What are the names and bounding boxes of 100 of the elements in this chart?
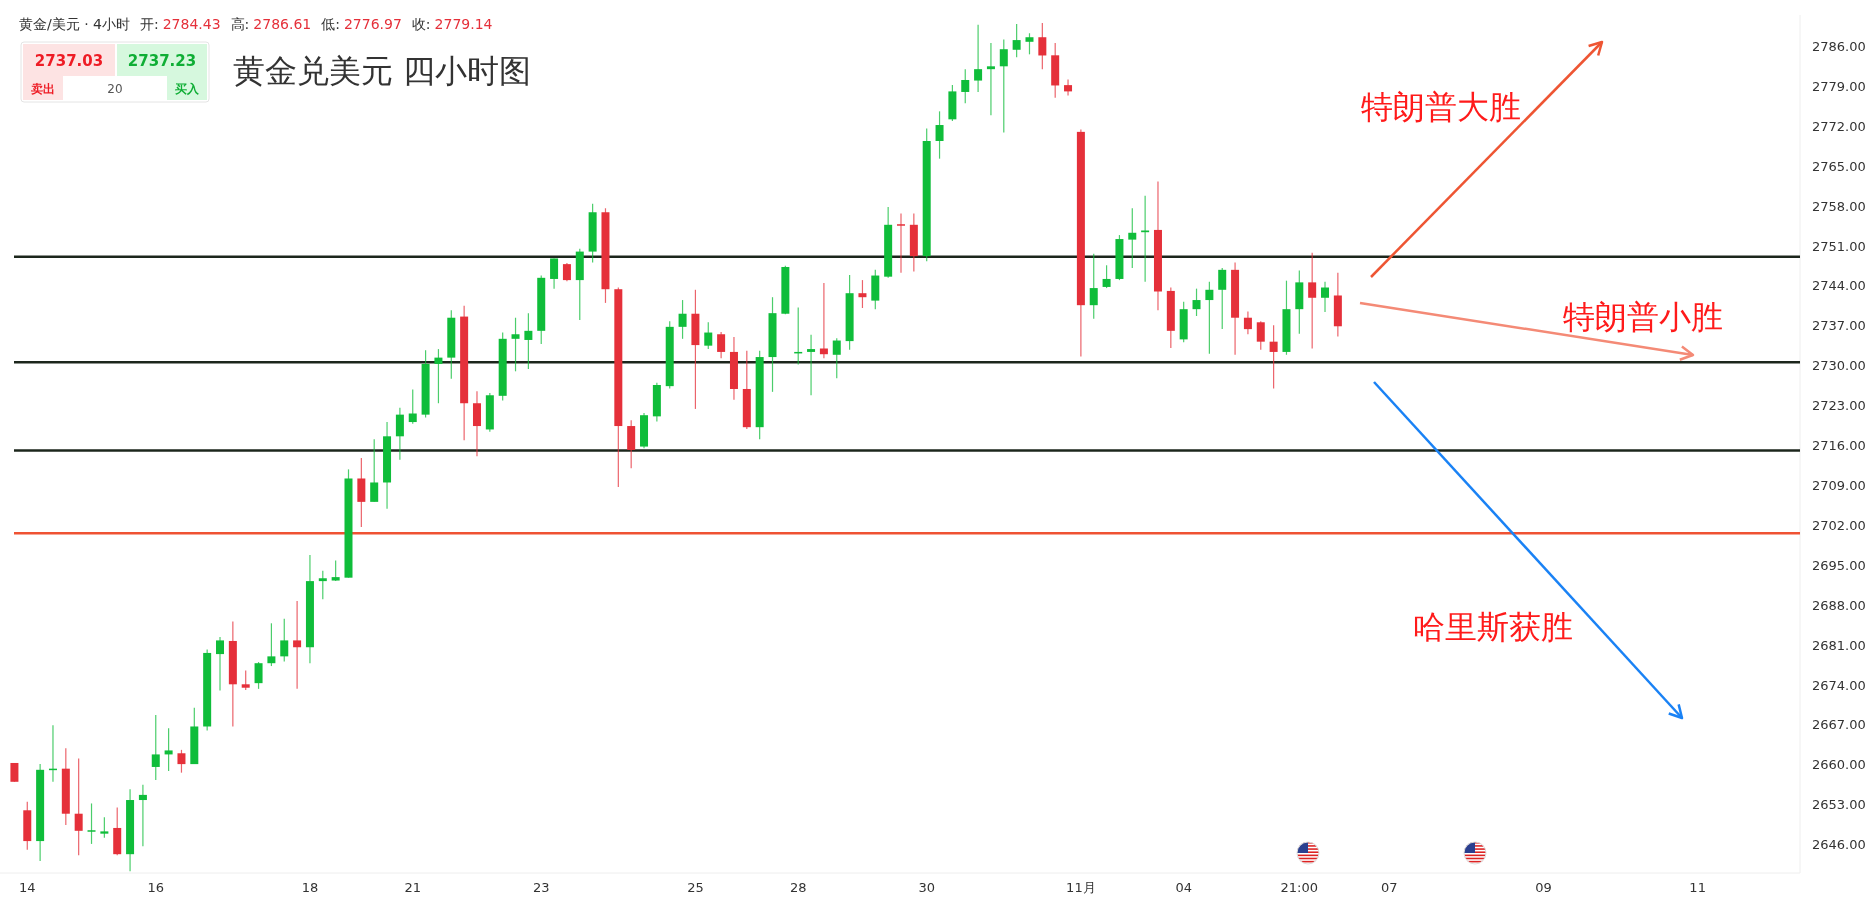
candlestick <box>280 618 289 663</box>
x-tick-label: 28 <box>789 880 807 896</box>
annotation: 买入 <box>175 82 200 96</box>
y-tick-label: 2667.00 <box>1812 717 1866 733</box>
candlestick <box>511 317 520 372</box>
annotation: 特朗普大胜 <box>1361 88 1521 126</box>
candlestick <box>717 331 726 359</box>
y-tick-label: 2758.00 <box>1812 198 1866 214</box>
x-tick-label: 11 <box>1689 880 1706 896</box>
candlestick <box>318 570 327 600</box>
y-tick-label: 2674.00 <box>1812 677 1866 693</box>
candlestick <box>1089 253 1098 320</box>
candlestick <box>100 816 109 839</box>
candlestick <box>293 600 302 690</box>
y-tick-label: 2751.00 <box>1812 238 1866 254</box>
candlestick <box>1141 195 1150 283</box>
candlestick <box>832 337 841 379</box>
candlestick <box>241 670 250 691</box>
x-tick-label: 21:00 <box>1280 880 1319 896</box>
candlestick <box>1321 281 1330 313</box>
candlestick <box>961 68 970 104</box>
y-tick-label: 2786.00 <box>1812 39 1866 55</box>
candlestick <box>524 312 533 370</box>
x-tick-label: 04 <box>1175 880 1192 896</box>
annotation: 黄金/美元 · 4小时 <box>19 16 130 32</box>
y-tick-label: 2744.00 <box>1812 278 1866 294</box>
candlestick <box>627 419 636 469</box>
candlestick <box>1243 310 1252 335</box>
candlestick <box>999 38 1008 134</box>
candlestick <box>704 321 713 350</box>
x-tick-label: 30 <box>918 880 935 896</box>
y-tick-label: 2702.00 <box>1812 517 1866 533</box>
candlestick <box>935 110 944 160</box>
text: 黄金兑美元 四小时图 <box>233 52 532 90</box>
x-tick-label: 18 <box>301 880 319 896</box>
annotation: 20 <box>107 82 123 96</box>
annotation: 2786.61 <box>253 16 312 32</box>
candlestick <box>1102 264 1111 289</box>
candlestick <box>408 388 417 425</box>
y-tick-label: 2681.00 <box>1812 637 1866 653</box>
annotation: 卖出 <box>31 82 55 96</box>
candlestick <box>138 784 147 847</box>
candlestick <box>216 636 225 692</box>
candlestick <box>1308 252 1317 350</box>
candlestick <box>151 714 160 781</box>
candlestick <box>164 727 173 772</box>
annotation: 2737.23 <box>127 52 197 70</box>
candlestick <box>254 661 263 690</box>
candlestick <box>562 262 571 282</box>
annotation: 2776.97 <box>343 16 402 32</box>
x-tick-label: 14 <box>19 880 36 896</box>
x-tick-label: 11月 <box>1066 880 1096 896</box>
candlestick <box>1038 22 1047 70</box>
candlestick <box>1064 78 1073 96</box>
y-tick-label: 2646.00 <box>1812 837 1866 853</box>
candlestick <box>1192 288 1201 317</box>
y-tick-label: 2737.00 <box>1812 318 1866 334</box>
candlestick <box>897 212 905 274</box>
candlestick <box>357 457 366 528</box>
candlestick <box>395 407 404 461</box>
candlestick <box>1012 23 1021 58</box>
candlestick <box>1128 207 1137 269</box>
y-tick-label: 2730.00 <box>1812 358 1866 374</box>
candlestick <box>472 390 481 457</box>
candlestick <box>1269 324 1278 390</box>
candlestick <box>370 438 379 503</box>
x-tick-label: 07 <box>1380 880 1398 896</box>
annotation: 低: <box>321 16 340 32</box>
annotation: 2737.03 <box>34 52 104 70</box>
y-tick-label: 2709.00 <box>1812 477 1866 493</box>
candlestick <box>177 749 186 774</box>
candlestick <box>550 257 559 290</box>
y-tick-label: 2779.00 <box>1812 78 1866 94</box>
y-tick-label: 2695.00 <box>1812 557 1866 573</box>
candlestick <box>986 42 995 116</box>
x-tick-label: 23 <box>532 880 550 896</box>
y-tick-label: 2653.00 <box>1812 797 1866 813</box>
candlestick <box>87 802 96 845</box>
annotation: 特朗普小胜 <box>1563 298 1723 336</box>
x-tick-label: 09 <box>1535 880 1552 896</box>
y-tick-label: 2660.00 <box>1812 757 1866 773</box>
candlestick <box>1218 267 1227 330</box>
y-tick-label: 2772.00 <box>1812 118 1866 134</box>
y-tick-label: 2716.00 <box>1812 438 1866 454</box>
annotation: 高: <box>230 16 250 32</box>
annotation: 开: <box>139 16 159 32</box>
y-tick-label: 2723.00 <box>1812 398 1866 414</box>
x-tick-label: 25 <box>687 880 704 896</box>
annotation: 哈里斯获胜 <box>1413 608 1573 646</box>
x-tick-label: 21 <box>404 880 422 896</box>
annotation: 2784.43 <box>162 16 221 32</box>
annotation: 2779.14 <box>434 16 493 32</box>
y-tick-label: 2765.00 <box>1812 158 1866 174</box>
candlestick <box>974 24 983 93</box>
annotation: 收: <box>411 16 431 32</box>
candlestick <box>1025 32 1034 55</box>
candlestick <box>267 622 276 667</box>
candlestick <box>858 279 867 309</box>
candlestick <box>678 299 687 340</box>
candlestick <box>74 757 83 856</box>
